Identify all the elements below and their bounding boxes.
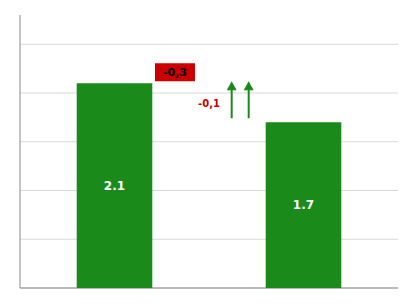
annotation: -0,3 bbox=[163, 66, 187, 79]
arrow bbox=[244, 81, 254, 118]
data-label: 1.7 bbox=[293, 198, 314, 212]
grid-line bbox=[20, 44, 398, 45]
annotation-box: -0,3 bbox=[155, 63, 195, 81]
arrow-shaft bbox=[248, 89, 250, 118]
bar bbox=[266, 122, 342, 288]
data-label: 2.1 bbox=[104, 179, 125, 193]
arrow-head bbox=[227, 81, 237, 90]
bar bbox=[77, 83, 153, 288]
arrow-shaft bbox=[231, 89, 233, 118]
arrow-head bbox=[244, 81, 254, 90]
annotation-background bbox=[155, 63, 195, 81]
arrow bbox=[227, 81, 237, 118]
grid bbox=[20, 44, 398, 288]
chart-container: 2.1 1.7 -0,3 -0,1 bbox=[0, 0, 413, 308]
bars bbox=[77, 83, 342, 288]
annotation: -0,1 bbox=[198, 98, 220, 109]
chart: 2.1 1.7 -0,3 -0,1 bbox=[0, 0, 413, 308]
y-axis-line bbox=[20, 15, 21, 288]
